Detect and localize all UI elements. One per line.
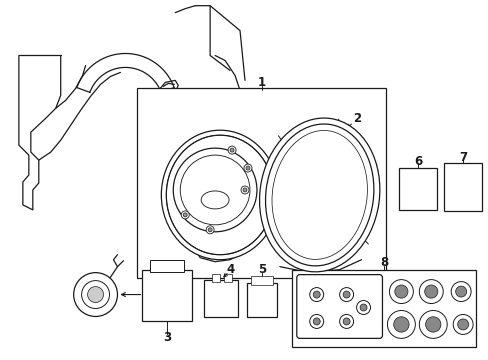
Circle shape [388, 280, 412, 303]
Circle shape [455, 286, 466, 297]
Circle shape [394, 285, 407, 298]
Circle shape [343, 318, 349, 325]
Circle shape [424, 285, 437, 298]
Bar [250, 276, 272, 285]
Circle shape [245, 166, 249, 170]
Text: 9: 9 [150, 288, 158, 301]
Circle shape [425, 317, 440, 332]
Circle shape [227, 146, 236, 154]
Circle shape [386, 310, 414, 338]
Text: 2: 2 [353, 112, 361, 125]
Ellipse shape [265, 124, 373, 266]
Text: 4: 4 [226, 263, 235, 276]
Bar [404, 171, 431, 181]
Circle shape [343, 291, 349, 298]
Circle shape [74, 273, 117, 316]
Circle shape [393, 317, 408, 332]
Ellipse shape [271, 130, 366, 260]
Circle shape [87, 287, 103, 302]
Circle shape [457, 319, 468, 330]
Circle shape [181, 211, 189, 219]
Bar [212, 274, 220, 282]
Bar [142, 270, 192, 321]
Ellipse shape [201, 191, 228, 209]
Bar [203, 280, 238, 318]
Bar [399, 168, 436, 210]
Circle shape [419, 280, 442, 303]
Circle shape [208, 228, 212, 232]
Circle shape [244, 164, 251, 172]
Circle shape [309, 315, 323, 328]
Circle shape [419, 310, 447, 338]
Ellipse shape [259, 118, 379, 272]
Circle shape [243, 188, 246, 192]
Circle shape [229, 148, 234, 152]
Text: 1: 1 [257, 76, 265, 89]
Circle shape [81, 280, 109, 309]
Circle shape [356, 301, 370, 315]
Circle shape [180, 155, 249, 225]
FancyBboxPatch shape [296, 275, 382, 338]
Circle shape [309, 288, 323, 302]
Circle shape [183, 213, 187, 217]
Circle shape [313, 291, 320, 298]
Circle shape [359, 304, 366, 311]
Text: 5: 5 [257, 263, 265, 276]
Circle shape [339, 288, 353, 302]
Text: 7: 7 [458, 150, 466, 163]
Circle shape [452, 315, 472, 334]
Ellipse shape [161, 130, 278, 260]
Circle shape [173, 148, 256, 232]
Ellipse shape [166, 135, 273, 255]
Bar [291, 270, 475, 347]
Circle shape [241, 186, 248, 194]
Circle shape [339, 315, 353, 328]
Circle shape [313, 318, 320, 325]
Text: 3: 3 [163, 331, 171, 344]
Circle shape [206, 226, 214, 234]
Bar [137, 88, 386, 278]
Bar [150, 260, 184, 272]
Bar [224, 274, 232, 282]
Text: 8: 8 [379, 256, 387, 269]
Circle shape [450, 282, 470, 302]
Bar [246, 283, 276, 318]
Text: 6: 6 [413, 154, 422, 167]
Bar [443, 163, 481, 211]
